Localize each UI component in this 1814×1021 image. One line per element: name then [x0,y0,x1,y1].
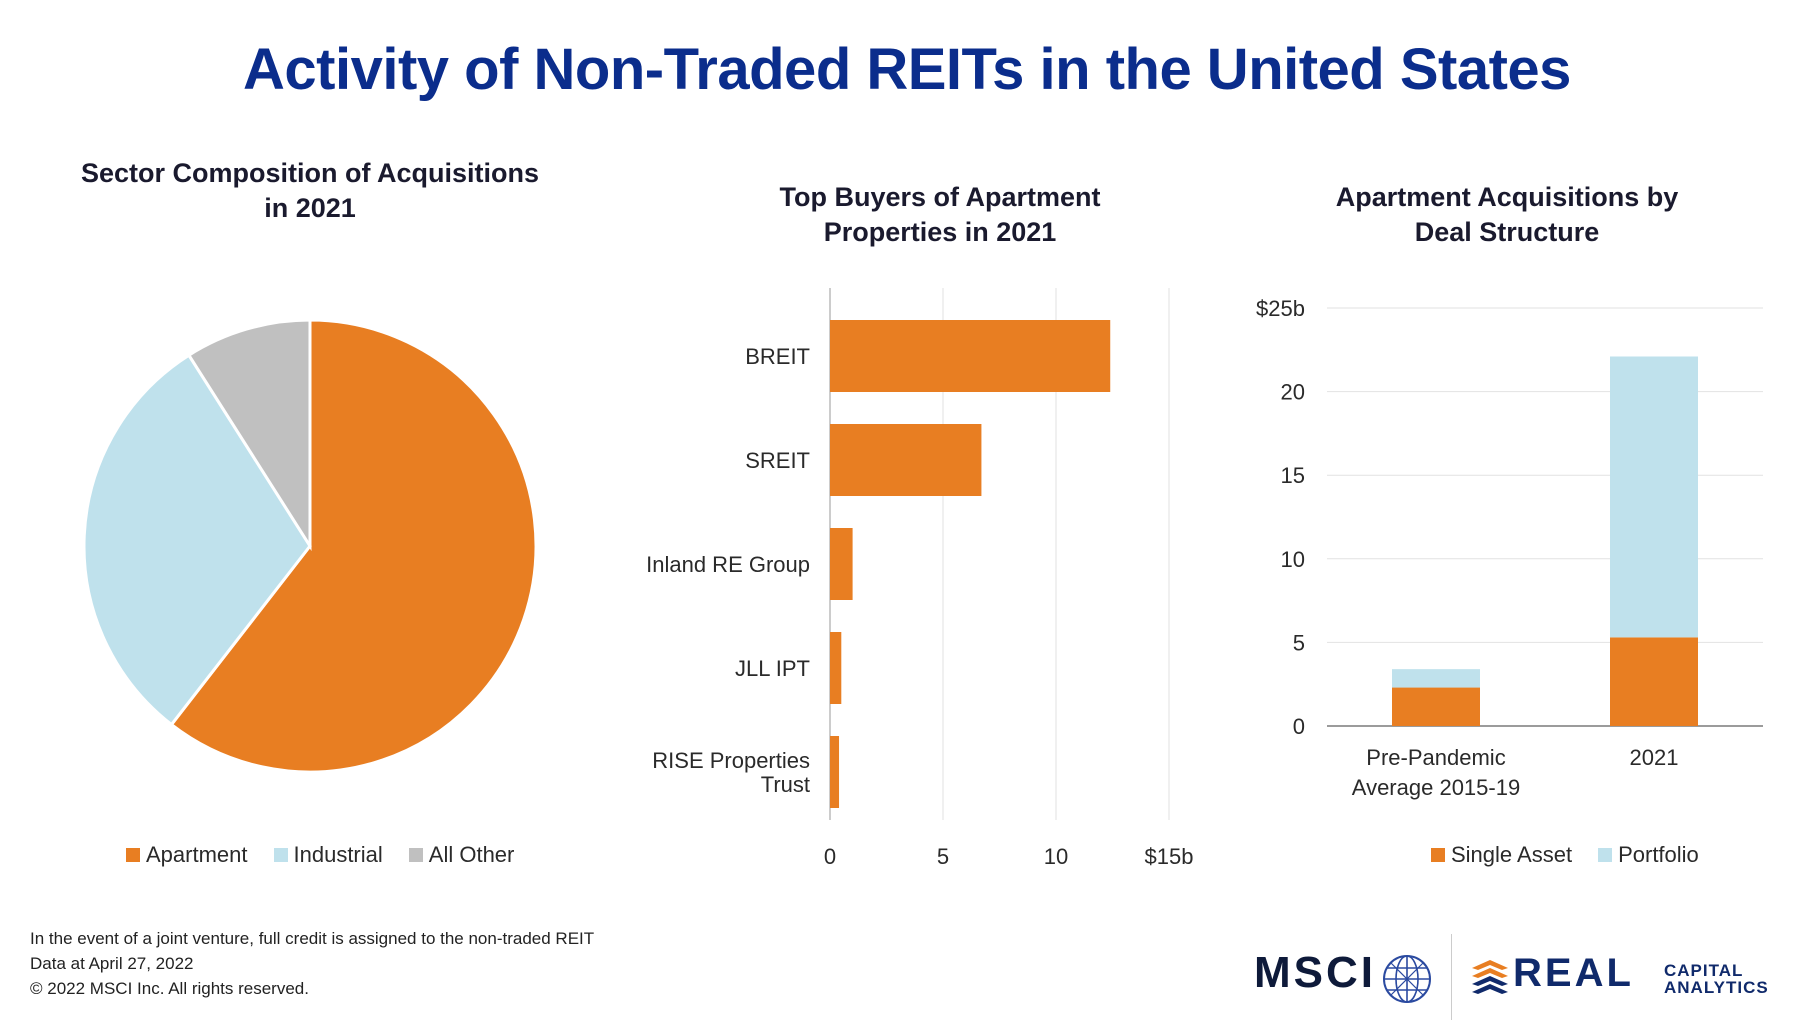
y-tick-label: 5 [1293,630,1305,655]
logo-divider [1451,934,1452,1020]
legend-item-industrial: Industrial [273,842,383,868]
footer-copyright: © 2022 MSCI Inc. All rights reserved. [30,979,309,998]
legend-label-industrial: Industrial [293,842,383,867]
bar-title-line-1: Top Buyers of Apartment [779,182,1101,212]
legend-item-portfolio: Portfolio [1598,842,1699,868]
category-label-rise-properties-trust: RISE Properties Trust [652,748,810,797]
bar-jll-ipt [830,632,842,704]
bar-inland-re-group [830,528,853,600]
bar-segment-portfolio-2021 [1610,356,1698,638]
pie-chart-title: Sector Composition of Acquisitions in 20… [50,156,570,226]
pie-slice-industrial [82,353,312,727]
y-tick-label: 10 [1281,547,1305,572]
stacked-legend: Single Asset Portfolio [1431,842,1699,868]
rca-logo-sub: CAPITAL ANALYTICS [1664,962,1769,996]
bar-title-line-2: Properties in 2021 [823,217,1057,247]
bar-segment-portfolio-pre-pandemic-average-2015-19 [1392,669,1480,688]
legend-swatch-industrial [273,848,288,862]
pie-slice-apartment [169,318,538,774]
category-label-sreit: SREIT [745,448,810,473]
rca-logo-analytics: ANALYTICS [1664,978,1769,997]
bar-sreit [830,424,982,496]
legend-swatch-portfolio [1598,848,1613,862]
x-tick-label: 5 [937,844,949,869]
legend-label-apartment: Apartment [146,842,248,867]
legend-swatch-all-other [408,848,423,862]
pie-slice-all-other [186,318,312,552]
pie-legend: Apartment Industrial All Other [126,842,514,868]
legend-label-portfolio: Portfolio [1618,842,1699,867]
y-tick-label: 20 [1281,380,1305,405]
bar-breit [830,320,1111,392]
y-tick-label: 0 [1293,714,1305,739]
x-tick-label: $15b [1145,844,1194,869]
stacked-chart-title: Apartment Acquisitions by Deal Structure [1247,180,1767,250]
y-tick-label: $25b [1256,296,1305,321]
legend-swatch-apartment [126,848,140,862]
legend-label-all-other: All Other [428,842,515,867]
category-label-2021: 2021 [1630,745,1679,770]
category-label-breit: BREIT [745,344,810,369]
pie-title-line-1: Sector Composition of Acquisitions [80,158,539,188]
legend-item-single-asset: Single Asset [1431,842,1572,868]
pie-title-line-2: in 2021 [264,193,356,223]
bar-segment-single-asset-pre-pandemic-average-2015-19 [1392,687,1480,726]
legend-item-apartment: Apartment [126,842,248,868]
legend-swatch-single-asset [1431,848,1445,862]
legend-item-all-other: All Other [408,842,515,868]
bar-segment-single-asset-2021 [1610,637,1698,726]
footer-notes: In the event of a joint venture, full cr… [30,926,594,1001]
rca-logo-capital: CAPITAL [1664,961,1744,980]
bar-chart-title: Top Buyers of Apartment Properties in 20… [680,180,1200,250]
stacked-title-line-1: Apartment Acquisitions by [1335,182,1679,212]
rca-logo-real: REAL [1513,951,1634,995]
legend-label-single-asset: Single Asset [1451,842,1573,867]
category-label-inland-re-group: Inland RE Group [646,552,810,577]
x-tick-label: 10 [1044,844,1068,869]
msci-logo-text: MSCI [1254,948,1376,997]
stacked-title-line-2: Deal Structure [1414,217,1600,247]
page-title: Activity of Non-Traded REITs in the Unit… [243,37,1571,102]
y-tick-label: 15 [1281,463,1305,488]
globe-icon [1383,955,1431,1003]
footer-note-joint-venture: In the event of a joint venture, full cr… [30,929,595,948]
bar-rise-properties-trust [830,736,840,808]
stacked-chevron-icon [1472,960,1508,994]
x-tick-label: 0 [824,844,836,869]
category-label-jll-ipt: JLL IPT [735,656,810,681]
footer-note-data-date: Data at April 27, 2022 [30,954,194,973]
category-label-pre-pandemic-average-2015-19: Pre-Pandemic Average 2015-19 [1352,745,1520,800]
